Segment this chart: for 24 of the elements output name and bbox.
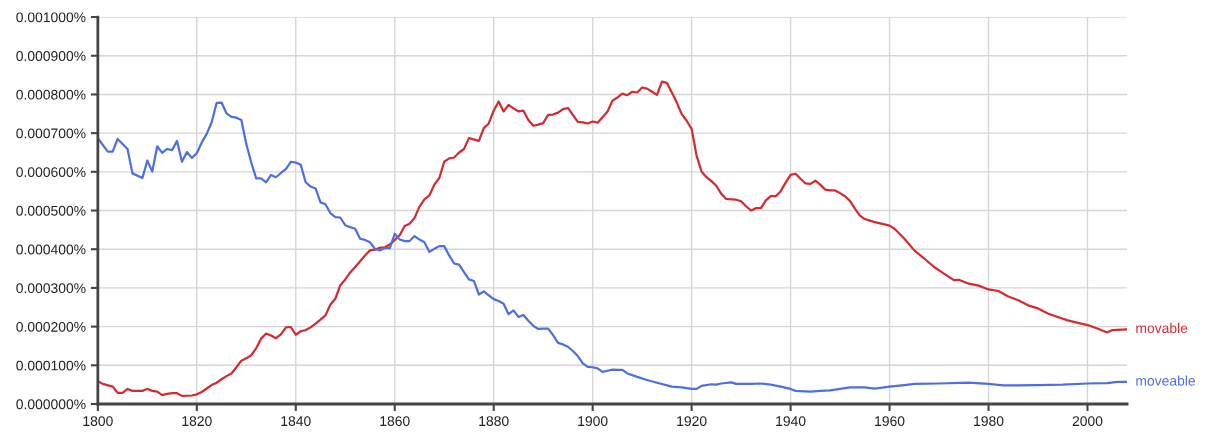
x-tick-label: 1800	[83, 416, 113, 427]
y-tick-label: 0.000600%	[16, 167, 86, 177]
series-label: movable	[1136, 322, 1188, 334]
x-tick-label: 1940	[776, 416, 806, 427]
y-tick-label: 0.001000%	[16, 12, 86, 23]
y-tick-label: 0.000700%	[16, 128, 86, 139]
x-tick-label: 1960	[875, 416, 905, 427]
series-label: moveable	[1136, 375, 1195, 386]
y-tick-label: 0.000500%	[16, 205, 86, 216]
x-tick-label: 1920	[677, 416, 707, 427]
x-tick-label: 1900	[578, 416, 608, 427]
x-tick-label: 2000	[1072, 416, 1103, 427]
y-tick-label: 0.000900%	[16, 51, 86, 61]
x-tick-label: 1980	[974, 416, 1004, 427]
y-tick-label: 0.000400%	[16, 244, 86, 255]
y-tick-label: 0.000800%	[16, 89, 86, 100]
x-tick-label: 1860	[380, 416, 410, 427]
y-tick-label: 0.000000%	[16, 399, 86, 410]
x-tick-label: 1880	[479, 416, 509, 427]
x-tick-label: 1820	[182, 416, 212, 427]
x-tick-label: 1840	[281, 416, 311, 427]
y-tick-label: 0.000300%	[16, 283, 86, 294]
y-tick-label: 0.000100%	[16, 360, 86, 371]
y-tick-label: 0.000200%	[16, 321, 86, 332]
